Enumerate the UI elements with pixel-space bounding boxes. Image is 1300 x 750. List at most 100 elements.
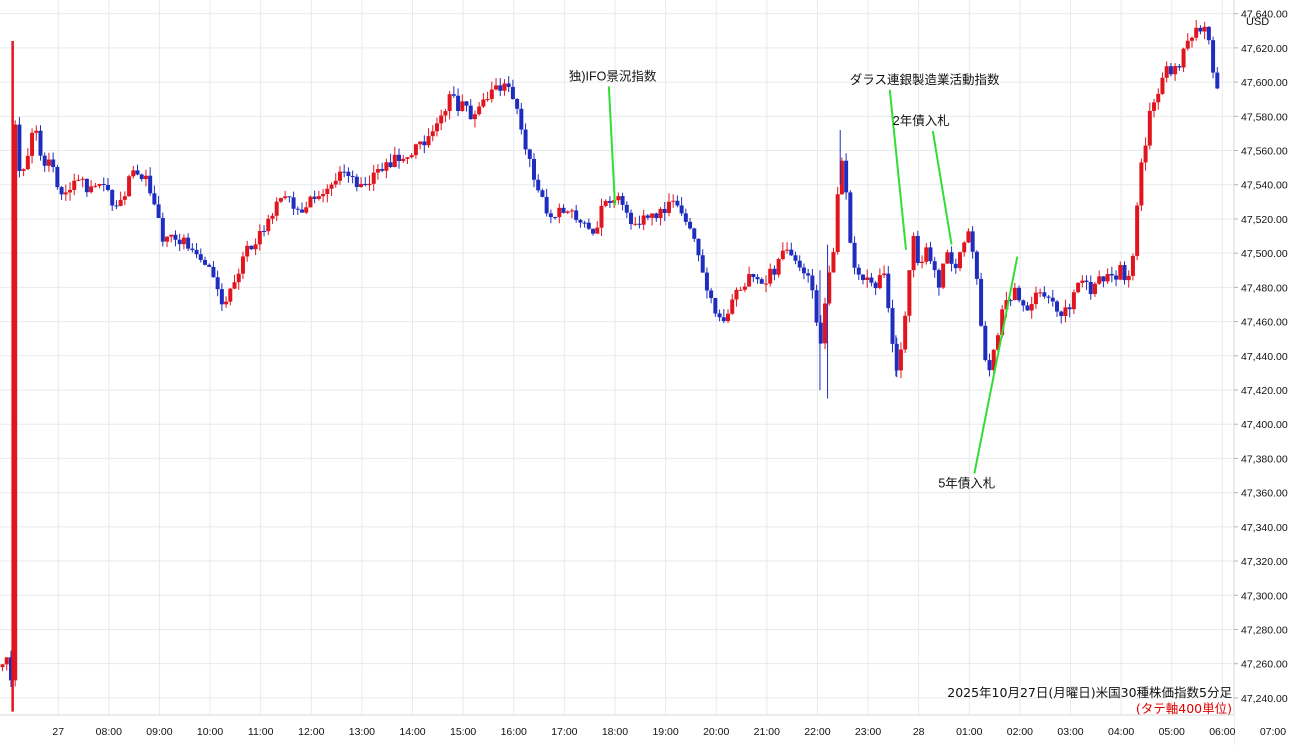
x-tick-label: 06:00 <box>1209 726 1235 738</box>
candle-up <box>991 349 996 371</box>
candle-up <box>1130 255 1135 276</box>
candle-up <box>726 313 731 322</box>
x-tick-label: 17:00 <box>551 726 577 738</box>
candle-down <box>814 290 819 323</box>
x-tick-label: 15:00 <box>450 726 476 738</box>
y-tick-label: 47,280.00 <box>1241 624 1288 636</box>
candle-down <box>527 149 532 159</box>
candle-down <box>629 212 634 225</box>
candle-up <box>1164 66 1169 78</box>
candle-down <box>679 205 684 214</box>
candle-down <box>645 215 650 218</box>
candle-down <box>194 249 199 255</box>
y-tick-label: 47,400.00 <box>1241 419 1288 431</box>
candle-up <box>738 289 743 291</box>
candle-down <box>772 268 777 275</box>
candle-up <box>181 237 186 245</box>
candle-up <box>958 252 963 269</box>
candle-up <box>413 144 418 156</box>
candle-up <box>236 273 241 283</box>
candle-down <box>869 277 874 283</box>
x-tick-label: 21:00 <box>754 726 780 738</box>
x-tick-label: 05:00 <box>1159 726 1185 738</box>
candle-down <box>662 208 667 213</box>
candle-down <box>156 204 161 219</box>
candle-up <box>502 83 507 91</box>
candle-up <box>1071 292 1076 310</box>
y-tick-label: 47,360.00 <box>1241 488 1288 500</box>
candle-up <box>1156 93 1161 103</box>
candle-down <box>114 205 119 207</box>
candle-down <box>249 245 254 250</box>
candle-down <box>1021 300 1026 306</box>
candle-up <box>333 180 338 185</box>
candle-up <box>63 192 68 195</box>
candle-up <box>995 335 1000 350</box>
y-tick-label: 47,420.00 <box>1241 385 1288 397</box>
candle-up <box>1004 300 1009 310</box>
x-tick-label: 27 <box>52 726 64 738</box>
candle-up <box>447 94 452 112</box>
candle-down <box>536 179 541 191</box>
chart-subtitle: (タテ軸400単位) <box>1135 701 1232 716</box>
candle-down <box>1050 297 1055 302</box>
candle-down <box>1055 301 1060 312</box>
candle-down <box>932 261 937 271</box>
candle-down <box>553 217 558 219</box>
candle-up <box>734 289 739 300</box>
candle-down <box>675 200 680 206</box>
candle-down <box>548 213 553 218</box>
candle-down <box>637 223 642 225</box>
candle-up <box>489 89 494 100</box>
candle-down <box>620 196 625 205</box>
y-tick-label: 47,640.00 <box>1241 9 1288 21</box>
candle-down <box>177 239 182 245</box>
candle-down <box>388 162 393 167</box>
x-tick-label: 16:00 <box>501 726 527 738</box>
candle-down <box>806 273 811 276</box>
candle-down <box>578 219 583 223</box>
candle-up <box>595 227 600 234</box>
x-tick-label: 01:00 <box>956 726 982 738</box>
y-tick-label: 47,460.00 <box>1241 317 1288 329</box>
candle-up <box>401 158 406 161</box>
x-tick-label: 18:00 <box>602 726 628 738</box>
candle-down <box>713 297 718 314</box>
candle-down <box>1198 27 1203 32</box>
candle-up <box>633 223 638 225</box>
candle-down <box>510 86 515 100</box>
x-tick-label: 10:00 <box>197 726 223 738</box>
candle-down <box>1046 296 1051 298</box>
candle-down <box>688 221 693 229</box>
candle-up <box>1189 37 1194 41</box>
candle-down <box>1059 311 1064 316</box>
candle-up <box>30 132 35 156</box>
x-tick-label: 07:00 <box>1260 726 1286 738</box>
candle-down <box>721 317 726 322</box>
candle-up <box>1097 276 1102 284</box>
candle-up <box>1080 280 1085 283</box>
candle-down <box>363 183 368 186</box>
candle-down <box>464 101 469 106</box>
candle-up <box>430 131 435 137</box>
candle-up <box>80 178 85 180</box>
candle-down <box>51 159 56 168</box>
candle-up <box>827 272 832 304</box>
candle-up <box>599 205 604 228</box>
candle-up <box>839 160 844 195</box>
x-tick-label: 12:00 <box>298 726 324 738</box>
candle-down <box>342 171 347 173</box>
candle-up <box>966 231 971 243</box>
candle-down <box>873 282 878 289</box>
candle-down <box>1168 66 1173 75</box>
candle-up <box>371 172 376 184</box>
candle-down <box>983 325 988 361</box>
candle-down <box>949 252 954 264</box>
y-tick-label: 47,480.00 <box>1241 282 1288 294</box>
candle-up <box>945 252 950 264</box>
candle-up <box>1033 292 1038 305</box>
candle-up <box>21 169 26 171</box>
candle-down <box>291 197 296 209</box>
candle-down <box>1122 265 1127 281</box>
x-tick-label: 04:00 <box>1108 726 1134 738</box>
